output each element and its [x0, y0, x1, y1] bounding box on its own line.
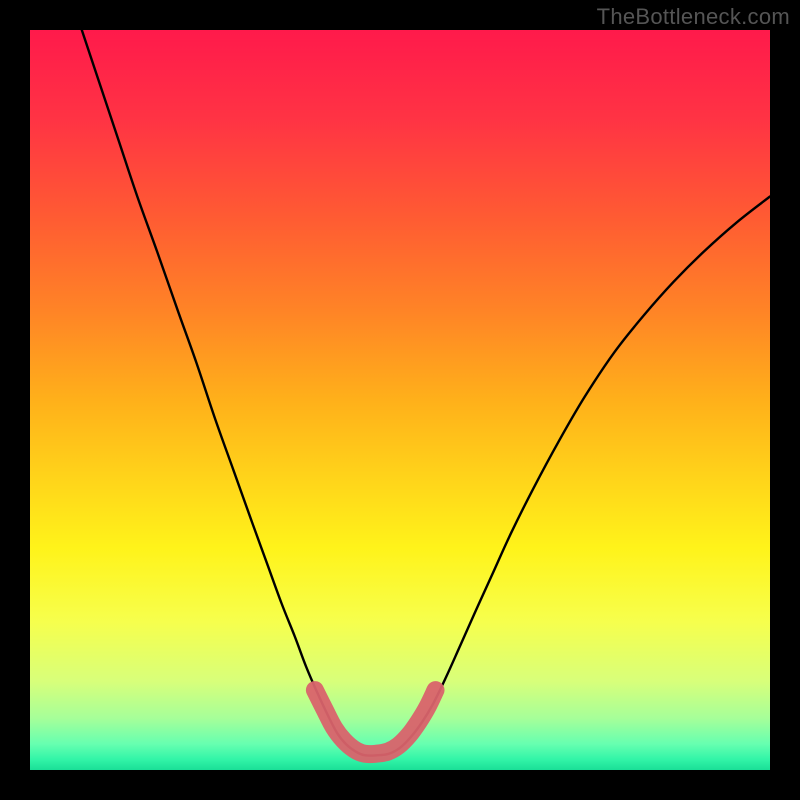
watermark-text: TheBottleneck.com — [597, 4, 790, 30]
chart-svg — [0, 0, 800, 800]
plot-gradient-background — [30, 30, 770, 770]
chart-stage: TheBottleneck.com — [0, 0, 800, 800]
